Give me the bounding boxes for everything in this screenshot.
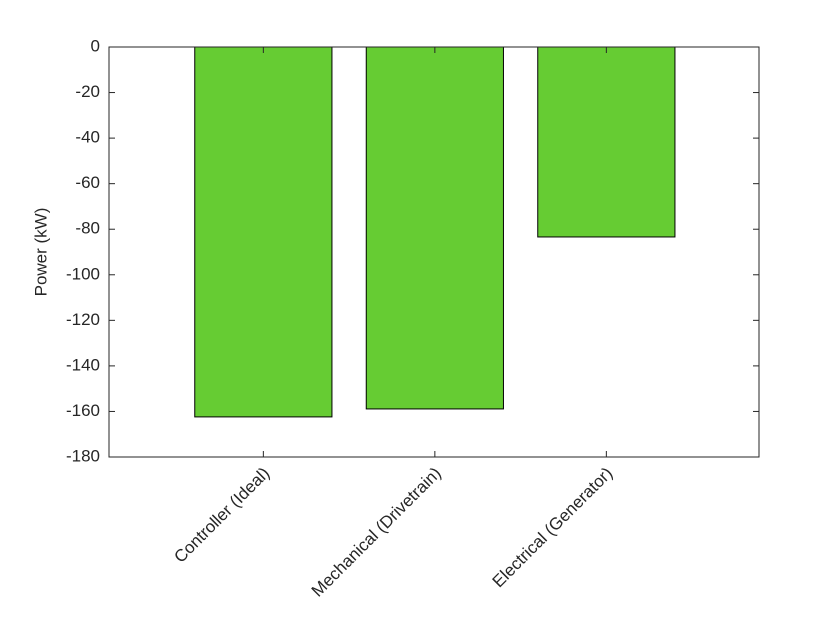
bar bbox=[537, 46, 676, 238]
x-tick-label: Controller (Ideal) bbox=[170, 464, 273, 567]
y-tick-label: -180 bbox=[66, 446, 100, 465]
y-tick-label: -160 bbox=[66, 401, 100, 420]
y-tick-label: -80 bbox=[75, 219, 100, 238]
bar bbox=[194, 46, 333, 418]
axes-box bbox=[108, 46, 760, 458]
x-tick-label: Mechanical (Drivetrain) bbox=[308, 464, 445, 601]
bar bbox=[365, 46, 504, 410]
y-axis-label: Power (kW) bbox=[31, 208, 50, 297]
y-tick-label: -100 bbox=[66, 264, 100, 283]
x-tick-label: Electrical (Generator) bbox=[489, 464, 617, 592]
y-tick-label: -140 bbox=[66, 355, 100, 374]
y-tick-label: -20 bbox=[75, 82, 100, 101]
y-tick-label: -40 bbox=[75, 128, 100, 147]
y-tick-label: 0 bbox=[91, 36, 100, 55]
y-tick-label: -60 bbox=[75, 173, 100, 192]
y-tick-label: -120 bbox=[66, 310, 100, 329]
